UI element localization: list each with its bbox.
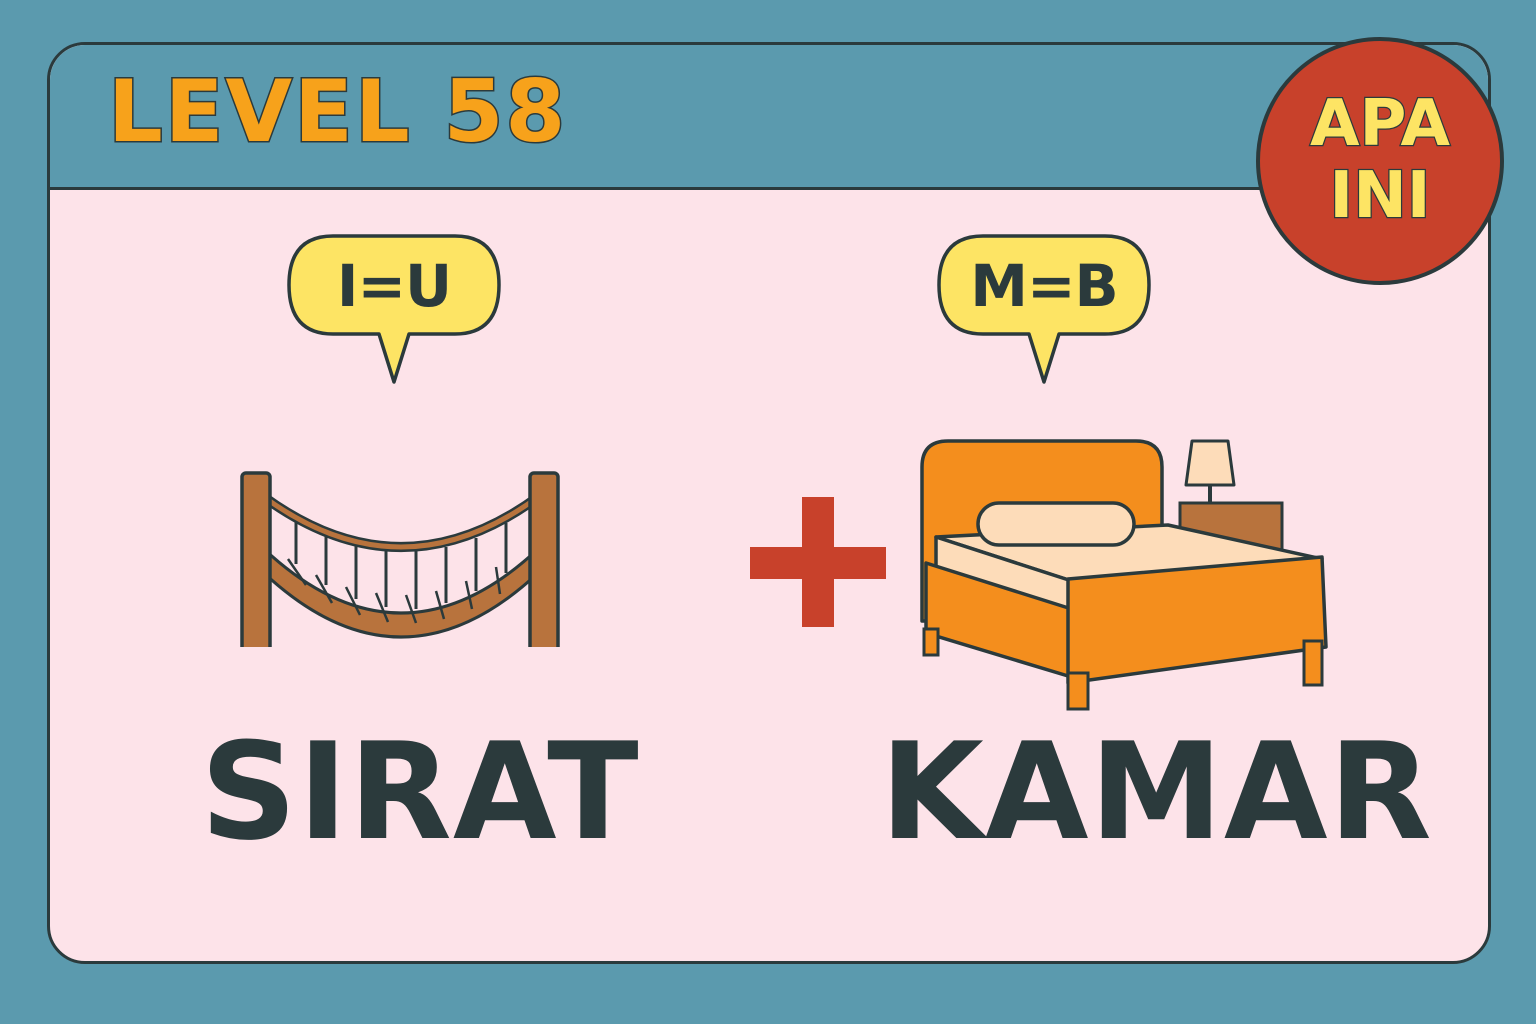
badge-line-1: APA — [1309, 87, 1452, 162]
hint-bubble-right: M=B — [935, 228, 1153, 384]
hint-bubble-left: I=U — [285, 228, 503, 384]
header-band: LEVEL 58 — [50, 45, 1488, 190]
bed-icon — [920, 439, 1328, 711]
rope-bridge-icon — [240, 471, 560, 647]
word-left: SIRAT — [200, 714, 640, 870]
question-badge: APA INI — [1256, 37, 1504, 285]
speech-bubble-icon — [287, 234, 501, 384]
hint-text-right: M=B — [970, 252, 1119, 320]
plus-icon — [750, 497, 886, 627]
badge-line-2: INI — [1328, 159, 1432, 233]
level-title: LEVEL 58 — [106, 62, 568, 162]
puzzle-card: LEVEL 58 I=U M=B — [47, 42, 1491, 964]
hint-text-left: I=U — [336, 252, 452, 320]
speech-bubble-icon — [937, 234, 1151, 384]
word-right: KAMAR — [880, 714, 1433, 870]
